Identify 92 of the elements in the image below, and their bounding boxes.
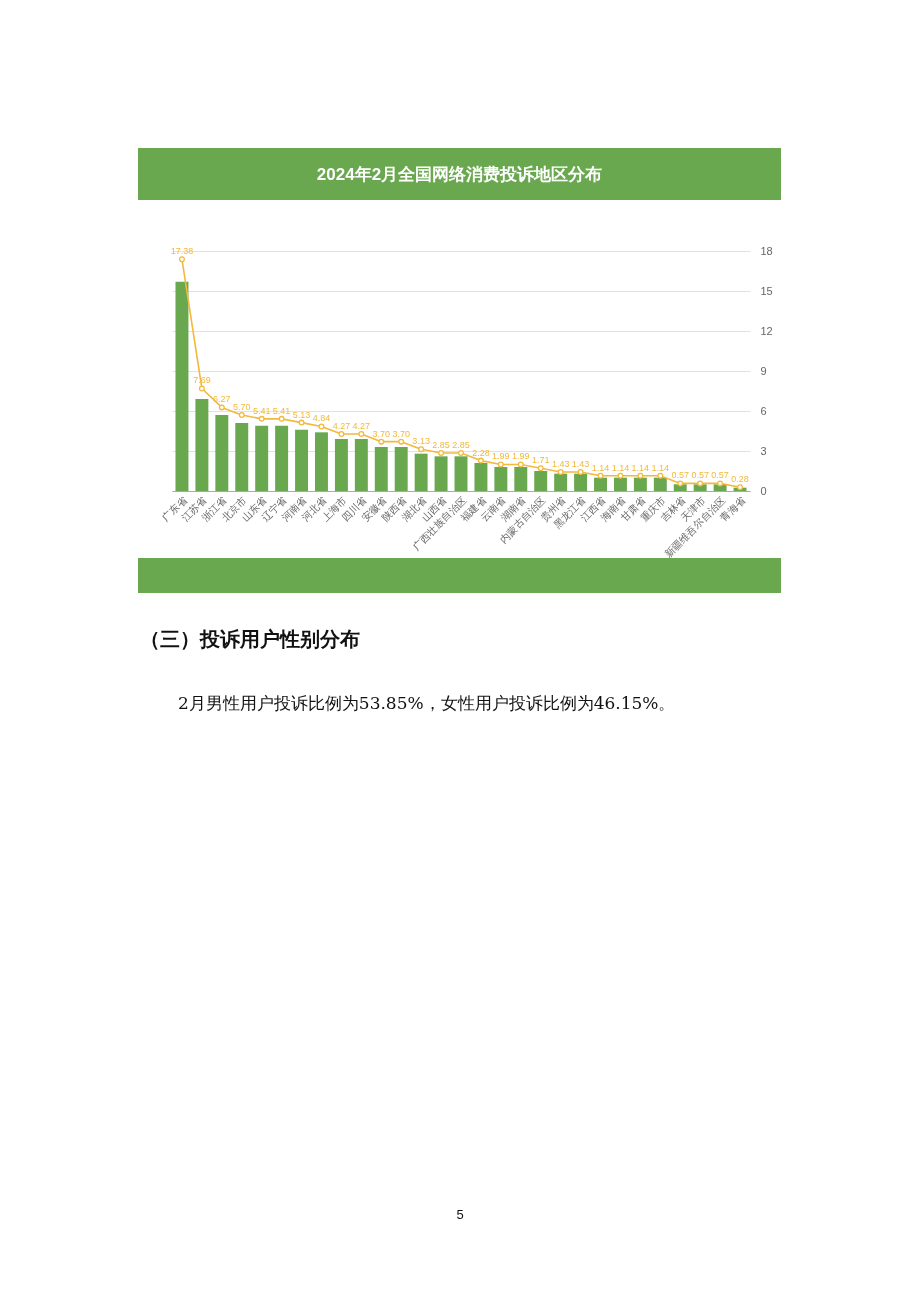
point [398, 438, 405, 445]
data-label: 5.13 [292, 409, 311, 420]
y2-tick-label: 12 [760, 324, 773, 337]
data-label: 1.14 [591, 462, 610, 473]
data-label: 3.70 [392, 428, 410, 439]
point [677, 480, 684, 487]
data-label: 0.57 [671, 470, 690, 481]
bar [534, 471, 548, 491]
data-label: 1.71 [531, 455, 550, 466]
y2-tick-label: 6 [760, 404, 767, 417]
text: （三）投诉用户性别分布 [140, 626, 360, 653]
bar [354, 439, 368, 491]
text: 5 [455, 1207, 465, 1222]
bar [653, 477, 667, 491]
bar [554, 473, 568, 491]
point [378, 438, 385, 445]
data-label: 0.57 [711, 470, 729, 481]
text: 2月男性用户投诉比例为53.85%，女性用户投诉比例为46.15%。 [178, 692, 676, 715]
bar [235, 423, 249, 491]
bar [454, 456, 468, 491]
data-label: 4.27 [332, 421, 351, 432]
data-label: 17.38 [170, 246, 194, 257]
data-label: 0.57 [691, 470, 709, 481]
point [418, 446, 425, 453]
bar [215, 415, 229, 491]
data-label: 5.70 [232, 402, 251, 412]
point [637, 472, 644, 479]
point [657, 472, 664, 479]
point [218, 404, 225, 411]
data-label: 1.99 [512, 451, 530, 462]
bar [594, 477, 607, 491]
point [577, 468, 584, 475]
data-label: 0.28 [731, 474, 749, 485]
point [597, 472, 604, 479]
data-label: 2.85 [432, 440, 450, 450]
point [517, 461, 524, 468]
bar [574, 473, 588, 491]
point [278, 415, 285, 422]
bar [374, 447, 388, 491]
data-label: 3.13 [412, 436, 430, 447]
bar [255, 425, 269, 491]
y2-tick-label: 15 [760, 284, 773, 297]
bar [494, 467, 508, 491]
y2-tick-label: 0 [760, 484, 767, 497]
point [717, 480, 724, 487]
bar [295, 429, 309, 491]
y2-tick-label: 18 [760, 244, 773, 257]
point [318, 423, 325, 430]
data-label: 3.70 [372, 428, 391, 439]
bar [474, 463, 488, 491]
point [178, 256, 185, 263]
data-label: 2.85 [452, 440, 470, 450]
y2-tick-label: 3 [760, 444, 767, 457]
bar [394, 447, 408, 491]
chart-title: 2024年2月全国网络消费投诉地区分布 [316, 163, 603, 186]
point [358, 431, 365, 438]
point [557, 468, 564, 475]
data-label: 2.28 [472, 447, 490, 458]
point [258, 415, 265, 422]
point [338, 431, 345, 438]
point [697, 480, 704, 487]
point [617, 472, 624, 479]
data-label: 1.14 [611, 462, 630, 473]
point [477, 457, 484, 464]
point [497, 461, 504, 468]
bar [414, 453, 428, 491]
data-label: 1.14 [631, 462, 650, 473]
data-label: 4.27 [352, 421, 371, 432]
data-label: 5.41 [272, 405, 291, 416]
point [238, 412, 245, 418]
data-label: 1.43 [551, 458, 570, 469]
point [298, 419, 305, 426]
bar [334, 439, 348, 491]
bar [613, 477, 627, 491]
data-label: 1.14 [651, 462, 670, 473]
y2-tick-label: 9 [760, 364, 767, 377]
bar [633, 477, 647, 491]
point [737, 484, 744, 491]
data-label: 1.43 [571, 458, 590, 469]
data-label: 4.84 [312, 413, 331, 424]
bar [315, 432, 328, 491]
bar [275, 425, 289, 491]
data-label: 1.99 [492, 451, 510, 462]
bar [195, 399, 209, 491]
point [438, 450, 445, 456]
bar [514, 467, 528, 491]
point [458, 450, 464, 456]
data-label: 5.41 [252, 405, 271, 416]
point [537, 465, 544, 472]
point [198, 385, 205, 392]
bar [434, 456, 448, 491]
bar [175, 281, 189, 491]
